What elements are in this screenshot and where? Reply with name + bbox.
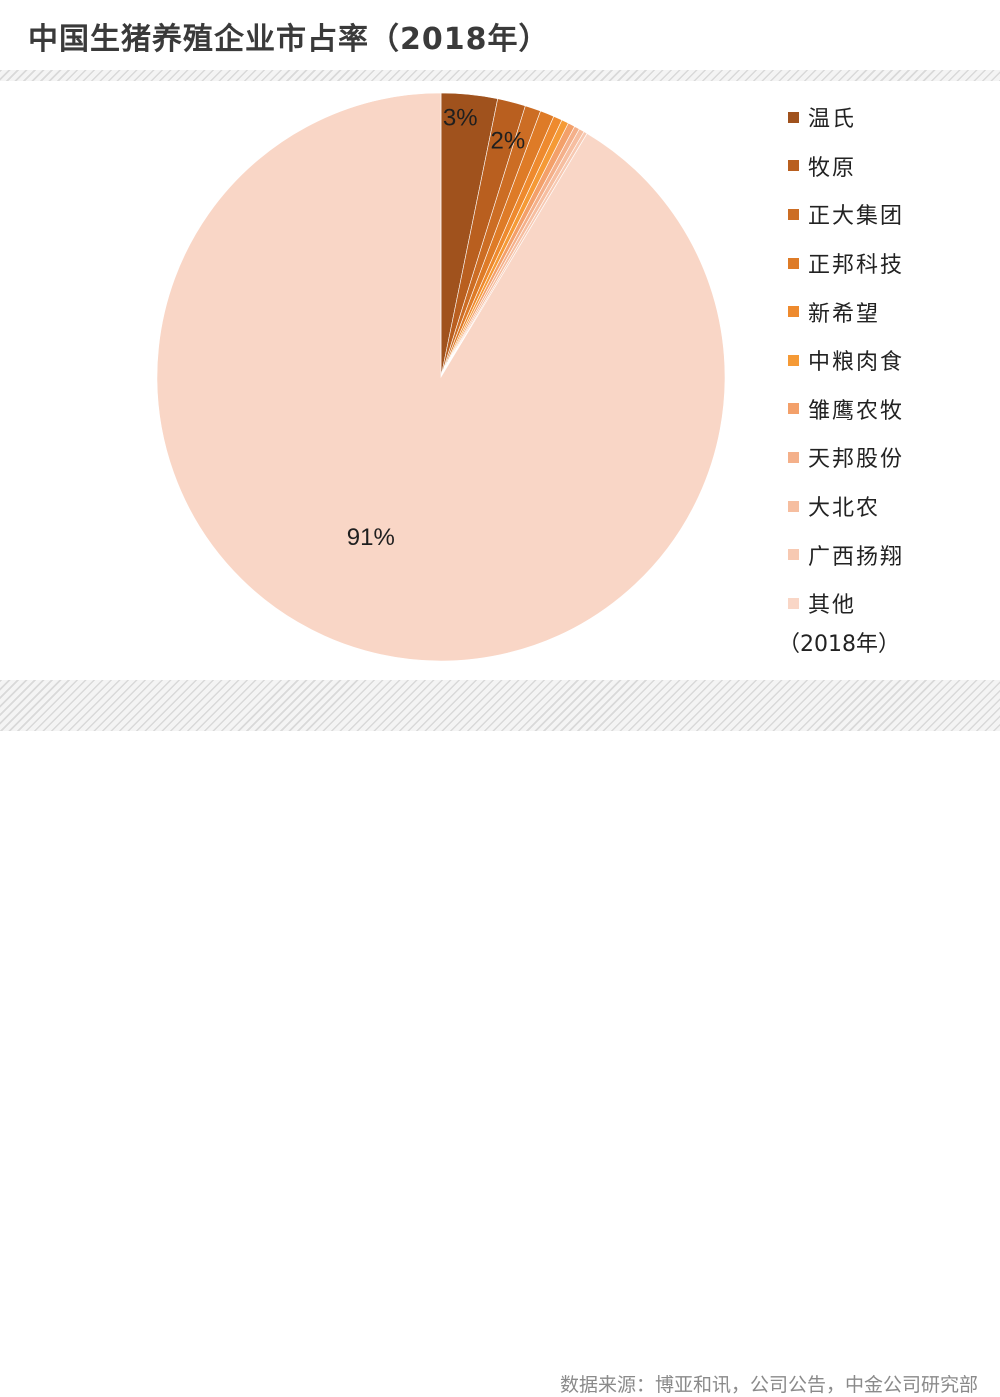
legend-swatch <box>788 111 799 123</box>
legend-item-9: 广西扬翔 <box>788 530 988 579</box>
legend-item-2: 正大集团 <box>788 190 988 239</box>
slice-label-0: 3% <box>443 105 478 132</box>
legend-label: 其他 <box>808 593 857 619</box>
legend-label: 温氏 <box>808 107 857 133</box>
legend-label: 大北农 <box>808 496 881 522</box>
source-note: 数据来源：博亚和讯，公司公告，中金公司研究部 <box>559 1374 978 1396</box>
legend-item-1: 牧原 <box>788 142 988 191</box>
legend-swatch <box>788 208 799 220</box>
top-divider <box>0 70 1000 81</box>
legend-item-0: 温氏 <box>788 93 988 142</box>
legend-swatch <box>788 451 799 463</box>
legend-item-5: 中粮肉食 <box>788 336 988 385</box>
footer: 数据来源：博亚和讯，公司公告，中金公司研究部 <box>0 680 1000 1396</box>
legend-item-6: 雏鹰农牧 <box>788 385 988 434</box>
legend-label: 牧原 <box>808 155 857 181</box>
page-title: 中国生猪养殖企业市占率（2018年） <box>28 22 550 57</box>
legend-item-4: 新希望 <box>788 287 988 336</box>
legend-label: 中粮肉食 <box>808 350 905 376</box>
legend-item-3: 正邦科技 <box>788 239 988 288</box>
legend-swatch <box>788 257 799 269</box>
legend-swatch <box>788 354 799 366</box>
pie-slice-10 <box>156 92 726 662</box>
header: 中国生猪养殖企业市占率（2018年） <box>0 0 1000 76</box>
legend-label: 广西扬翔 <box>808 544 905 570</box>
legend-swatch <box>788 306 799 318</box>
legend-year-note: （2018年） <box>778 632 900 657</box>
legend-item-8: 大北农 <box>788 482 988 531</box>
legend-label: 正大集团 <box>808 204 905 230</box>
slice-label-10: 91% <box>347 524 395 551</box>
legend-swatch <box>788 403 799 415</box>
pie-chart: 3% 2% 91% <box>156 92 726 662</box>
legend-swatch <box>788 500 799 512</box>
chart-area: 3% 2% 91% <box>0 81 1000 680</box>
legend: 温氏牧原正大集团正邦科技新希望中粮肉食雏鹰农牧天邦股份大北农广西扬翔其他 <box>788 93 988 628</box>
legend-label: 雏鹰农牧 <box>808 398 905 424</box>
legend-label: 天邦股份 <box>808 447 905 473</box>
legend-item-7: 天邦股份 <box>788 433 988 482</box>
legend-swatch <box>788 160 799 172</box>
legend-swatch <box>788 597 799 609</box>
legend-swatch <box>788 549 799 561</box>
legend-label: 正邦科技 <box>808 253 905 279</box>
slice-label-1: 2% <box>491 127 526 154</box>
legend-item-10: 其他 <box>788 579 988 628</box>
legend-label: 新希望 <box>808 301 881 327</box>
